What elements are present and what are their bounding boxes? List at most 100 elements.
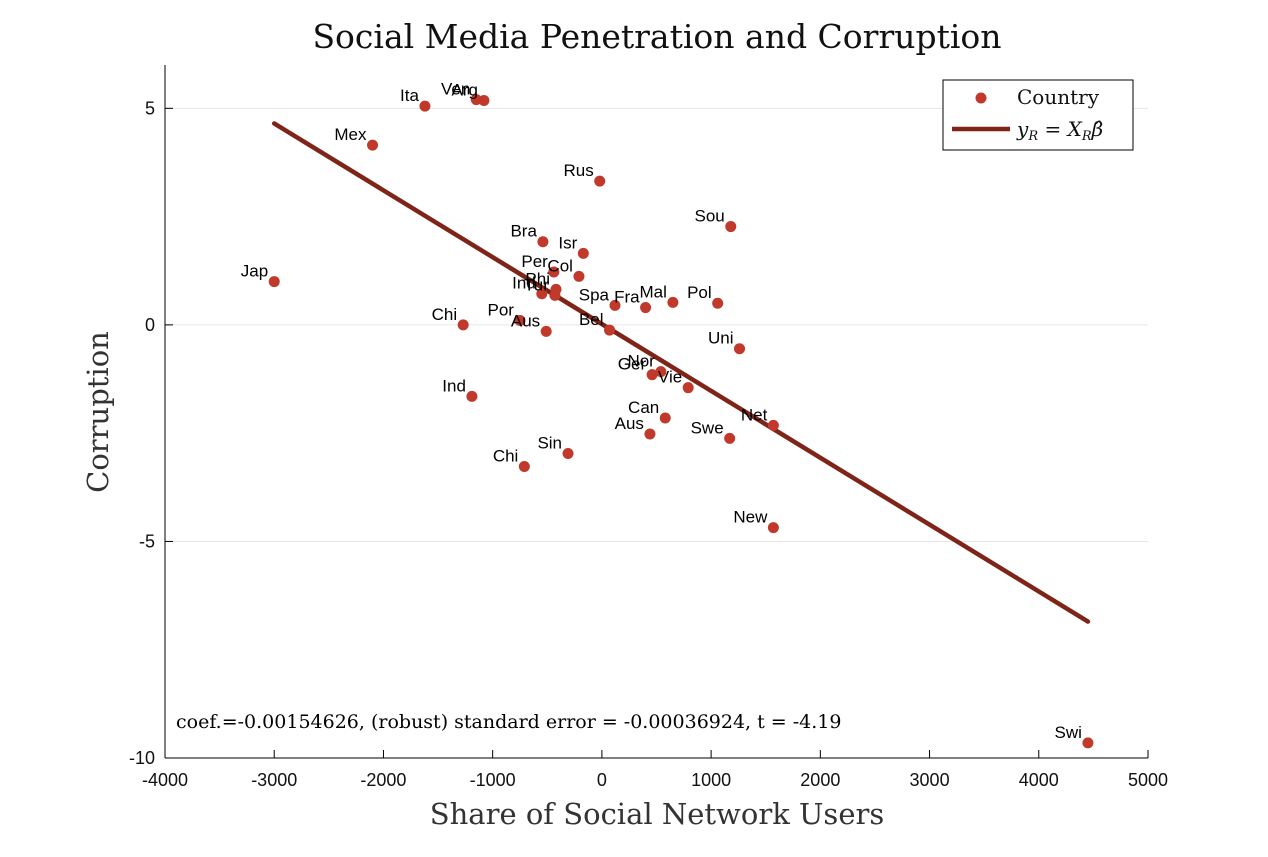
x-tick-label: 3000 (910, 770, 950, 790)
x-tick-label: 2000 (800, 770, 840, 790)
y-tick-label: 0 (145, 315, 155, 335)
tick-labels: -4000 -3000 -2000 -1000 0 1000 2000 3000 4000 500… (129, 98, 1168, 790)
data-point (466, 390, 478, 402)
x-tick-label: 4000 (1019, 770, 1059, 790)
data-point (594, 175, 606, 187)
data-point-label: Chi (432, 305, 458, 324)
data-point (549, 289, 561, 301)
data-point (573, 270, 585, 282)
data-point-label: Vie (658, 368, 682, 387)
data-point-label: Por (488, 301, 515, 320)
data-point-label: Bel (579, 310, 604, 329)
y-tick-label: -5 (139, 531, 155, 551)
data-point-label: Nor (627, 352, 655, 371)
data-point-label: Swi (1055, 723, 1082, 742)
x-axis-label: Share of Social Network Users (430, 797, 884, 831)
data-point-label: Aus (511, 311, 540, 330)
data-point (540, 325, 552, 337)
legend-fit-eq: = (1038, 117, 1067, 141)
data-point-label: Pol (687, 283, 712, 302)
data-point (536, 288, 548, 300)
legend: Country yR = XRβ̂ (942, 79, 1134, 151)
data-point (609, 299, 621, 311)
legend-box (942, 79, 1134, 151)
data-point-label: Mal (639, 282, 666, 301)
legend-fit-sub-r2: R (1081, 129, 1092, 144)
x-tick-label: 5000 (1128, 770, 1168, 790)
data-point-label: Spa (579, 285, 610, 304)
data-point (767, 522, 779, 534)
grid-lines (165, 107, 1148, 542)
data-point (548, 266, 560, 278)
data-point (577, 247, 589, 259)
x-tick-label: 0 (597, 770, 607, 790)
data-point-label: Can (628, 398, 659, 417)
y-tick-label: 5 (145, 98, 155, 118)
data-point (767, 419, 779, 431)
legend-label-fit: yR = XRβ̂ (1016, 117, 1103, 144)
data-point (367, 139, 379, 151)
data-point-label: Fra (614, 288, 640, 307)
data-point (724, 432, 736, 444)
data-point (604, 324, 616, 336)
legend-label-country: Country (1017, 85, 1100, 109)
x-tick-label: 1000 (691, 770, 731, 790)
data-point (734, 343, 746, 355)
data-point-label: Tur (524, 275, 549, 294)
legend-fit-beta: β̂ (1091, 117, 1104, 141)
data-point-label: Ger (618, 355, 647, 374)
data-point-label: New (733, 508, 768, 527)
data-point-label: Jap (241, 262, 268, 281)
legend-fit-sub-r1: R (1027, 129, 1038, 144)
fit-line (271, 121, 1091, 624)
data-point-label: Bra (510, 222, 537, 241)
data-point-label: Col (547, 256, 573, 275)
data-point (537, 236, 549, 248)
data-point (644, 428, 656, 440)
fit-line-layer (271, 121, 1091, 624)
data-point (457, 319, 469, 331)
data-point-label: Isr (558, 233, 577, 252)
x-tick-label: -1000 (470, 770, 516, 790)
regression-annotation: coef.=-0.00154626, (robust) standard err… (176, 711, 842, 733)
x-tick-label: -4000 (142, 770, 188, 790)
data-point (655, 366, 667, 378)
data-point (682, 382, 694, 394)
axes (164, 65, 1149, 759)
data-point (419, 100, 431, 112)
data-point-label: Mex (334, 125, 367, 144)
data-point-label: Chi (493, 447, 519, 466)
data-point (667, 296, 679, 308)
data-point-label: Ind (442, 376, 466, 395)
data-point (1082, 737, 1094, 749)
data-point-label: Sin (537, 434, 562, 453)
data-point (659, 412, 671, 424)
data-point (478, 95, 490, 107)
data-point-label: Per (521, 252, 548, 271)
data-point-label: Ita (400, 86, 419, 105)
data-point-label: Ind (512, 274, 536, 293)
legend-fit-yr: y (1016, 117, 1029, 141)
data-point-label: Uni (708, 329, 734, 348)
data-points (268, 94, 1094, 749)
data-point-label: Net (741, 405, 768, 424)
data-point (514, 315, 526, 327)
data-point-label: Arg (451, 81, 477, 100)
data-point-label: Ven (441, 80, 470, 99)
y-tick-label: -10 (129, 748, 155, 768)
data-point-label: Phi (525, 269, 550, 288)
x-tick-label: -3000 (251, 770, 297, 790)
data-point (640, 302, 652, 314)
data-point-label: Sou (695, 207, 725, 226)
data-point (518, 461, 530, 473)
data-point (725, 221, 737, 233)
x-tick-label: -2000 (360, 770, 406, 790)
data-point (562, 448, 574, 460)
data-point (646, 369, 658, 381)
legend-fit-x: X (1066, 117, 1083, 141)
data-point (712, 297, 724, 309)
data-point-label: Swe (691, 418, 724, 437)
